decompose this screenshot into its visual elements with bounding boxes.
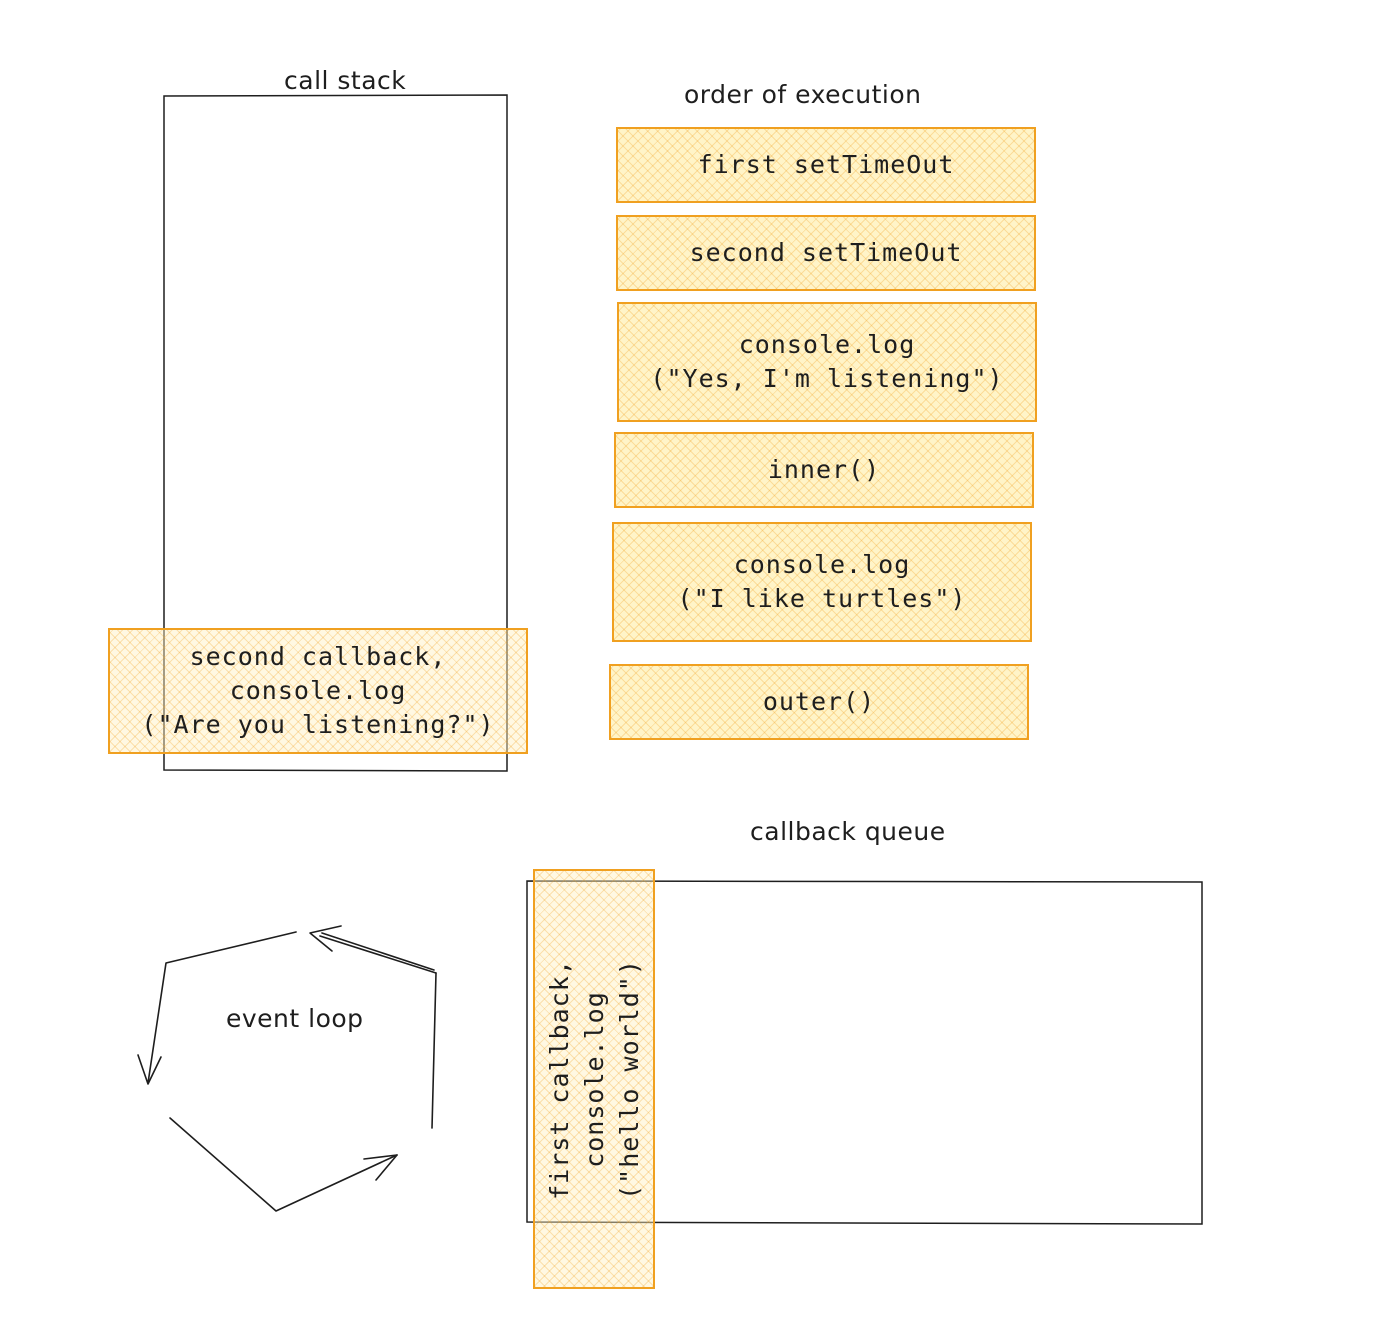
event-loop-arrow-top — [319, 935, 437, 974]
event-loop-arrows-icon — [137, 925, 437, 1212]
call-stack-card-text: console.log — [229, 676, 407, 705]
execution-step-card: inner() — [614, 432, 1034, 508]
call-stack-container — [163, 94, 508, 772]
callback-queue-card-text: first callback, — [544, 958, 574, 1200]
event-loop-label: event loop — [226, 1004, 364, 1033]
call-stack-card-text: second callback, — [189, 642, 447, 671]
execution-step-card: first setTimeOut — [616, 127, 1036, 203]
execution-step-text: console.log — [738, 330, 916, 359]
callback-queue-card-text: ("hello world") — [614, 958, 644, 1200]
callback-queue-card: first callback, console.log ("hello worl… — [533, 869, 655, 1289]
execution-step-text: inner() — [767, 455, 881, 484]
call-stack-card-text: ("Are you listening?") — [141, 710, 495, 739]
execution-step-text: ("Yes, I'm listening") — [650, 364, 1004, 393]
event-loop-arrow-right — [431, 972, 437, 1129]
callback-queue-container — [526, 880, 1203, 1225]
execution-step-text: console.log — [733, 550, 911, 579]
call-stack-card: second callback, console.log ("Are you l… — [108, 628, 528, 754]
execution-step-text: first setTimeOut — [697, 150, 955, 179]
execution-step-text: outer() — [762, 687, 876, 716]
callback-queue-label: callback queue — [750, 817, 946, 846]
event-loop-arrow-left — [147, 931, 297, 1084]
execution-step-card: second setTimeOut — [616, 215, 1036, 291]
order-of-execution-label: order of execution — [684, 80, 922, 109]
event-loop-arrow-bottom — [169, 1117, 398, 1212]
execution-step-card: outer() — [609, 664, 1029, 740]
call-stack-label: call stack — [284, 66, 407, 95]
callback-queue-card-text: console.log — [579, 990, 609, 1168]
execution-step-text: second setTimeOut — [689, 238, 963, 267]
execution-step-card: console.log ("I like turtles") — [612, 522, 1032, 642]
execution-step-card: console.log ("Yes, I'm listening") — [617, 302, 1037, 422]
execution-step-text: ("I like turtles") — [677, 584, 967, 613]
